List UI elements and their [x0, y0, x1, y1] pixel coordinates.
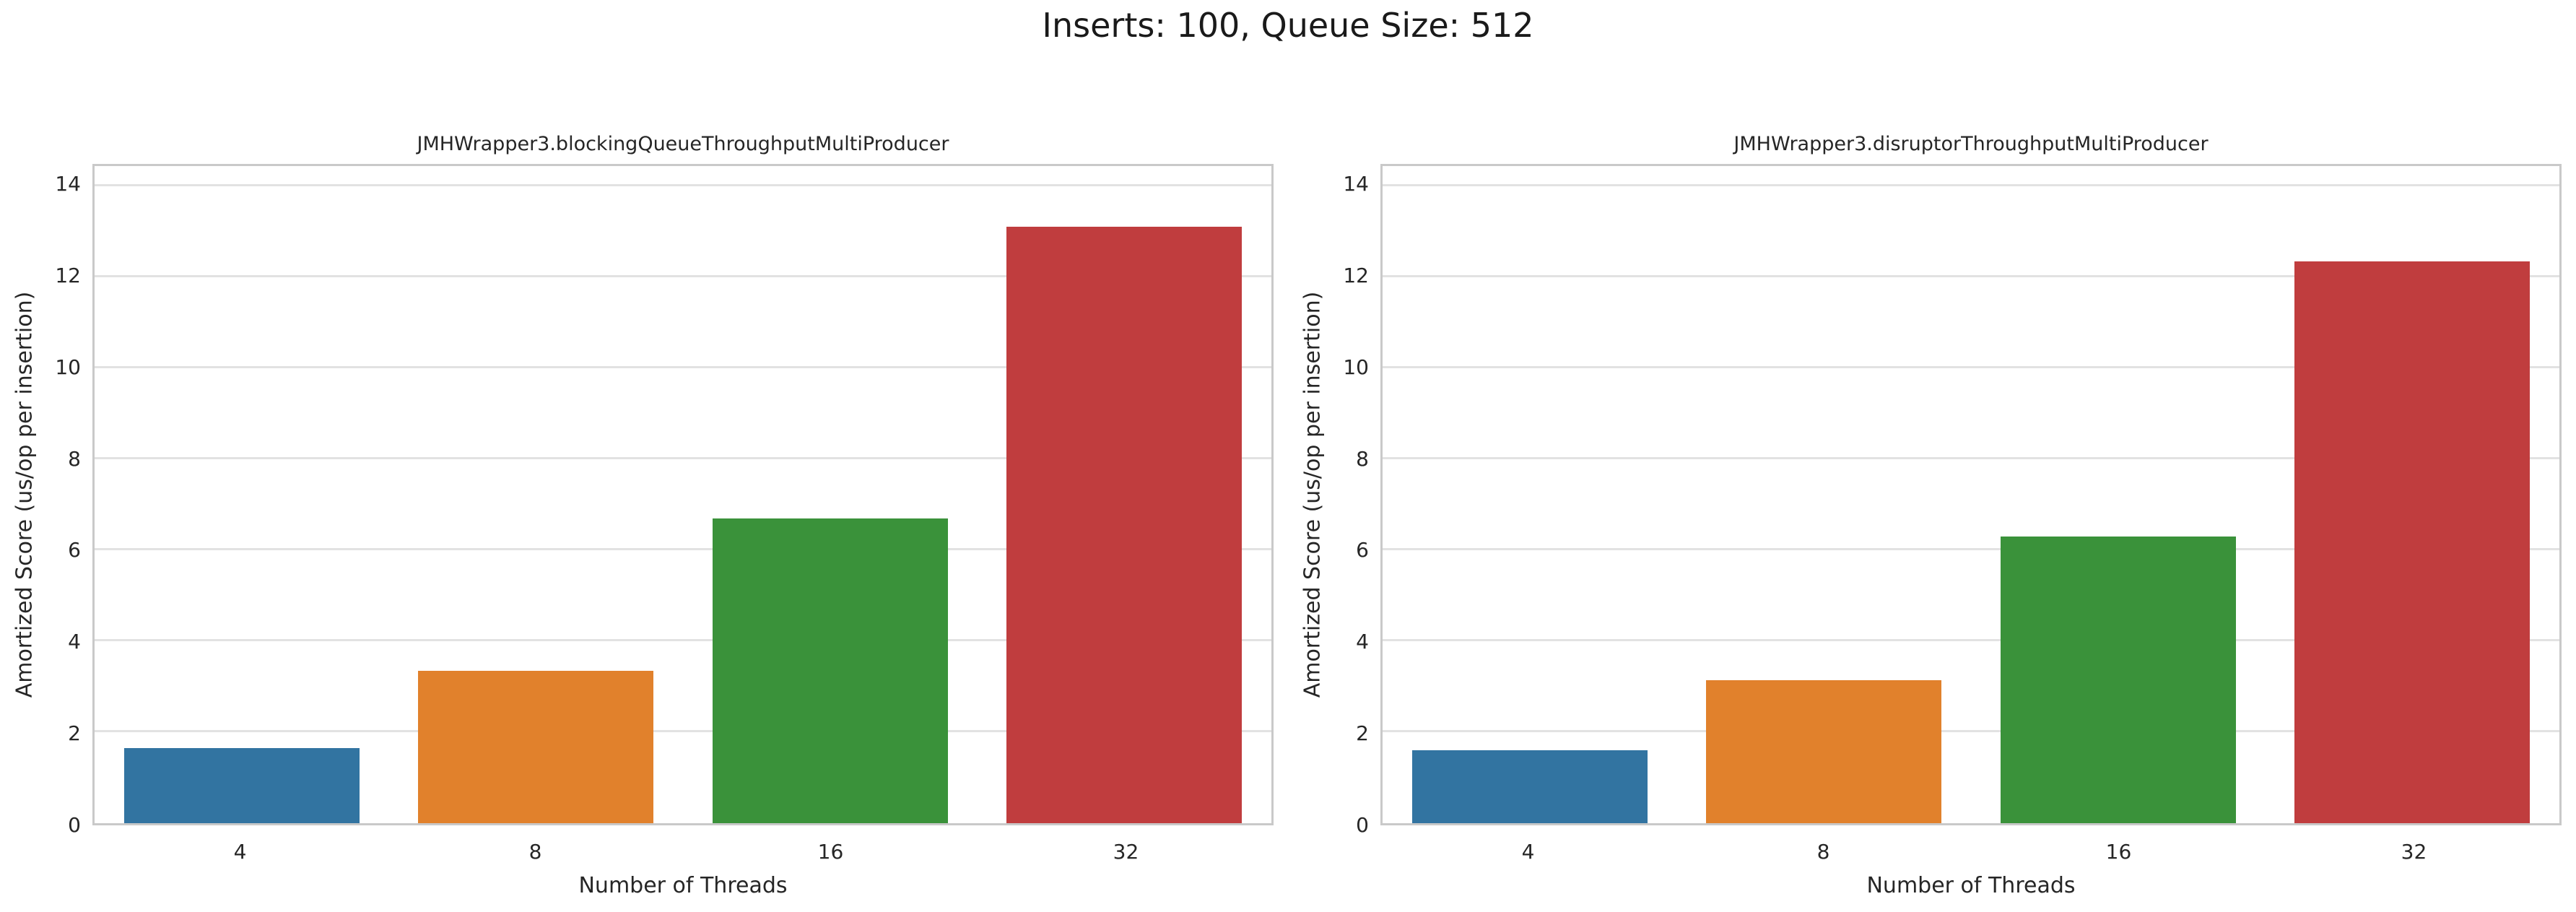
gridline-y-8 — [1383, 456, 2559, 459]
x-tick-16: 16 — [2105, 840, 2132, 864]
x-tick-4: 4 — [1521, 840, 1535, 864]
y-tick-8: 8 — [1356, 446, 1369, 471]
gridline-y-6 — [1383, 547, 2559, 550]
y-tick-2: 2 — [68, 721, 81, 746]
y-tick-0: 0 — [1356, 813, 1369, 837]
gridline-y-14 — [95, 183, 1271, 186]
y-tick-4: 4 — [1356, 630, 1369, 654]
y-tick-14: 14 — [55, 171, 81, 196]
gridline-y-10 — [95, 365, 1271, 368]
y-axis-ticks: 0 2 4 6 8 10 12 14 — [1288, 164, 1369, 835]
y-tick-2: 2 — [1356, 721, 1369, 746]
bar-16-threads — [2000, 536, 2236, 823]
subplot-disruptor: JMHWrapper3.disruptorThroughputMultiProd… — [1288, 0, 2576, 912]
x-tick-16: 16 — [817, 840, 844, 864]
x-tick-32: 32 — [2401, 840, 2427, 864]
x-tick-4: 4 — [233, 840, 247, 864]
x-axis-ticks: 4 8 16 32 — [92, 842, 1274, 872]
y-tick-0: 0 — [68, 813, 81, 837]
y-tick-6: 6 — [68, 538, 81, 563]
x-axis-ticks: 4 8 16 32 — [1380, 842, 2562, 872]
gridline-y-8 — [95, 456, 1271, 459]
x-tick-8: 8 — [528, 840, 542, 864]
bar-8-threads — [418, 670, 654, 823]
bar-16-threads — [712, 518, 948, 823]
y-tick-12: 12 — [55, 263, 81, 287]
y-tick-14: 14 — [1343, 171, 1369, 196]
y-tick-12: 12 — [1343, 263, 1369, 287]
bar-32-threads — [2294, 261, 2531, 823]
gridline-y-6 — [95, 547, 1271, 550]
y-tick-6: 6 — [1356, 538, 1369, 563]
gridline-y-2 — [95, 729, 1271, 732]
gridline-y-4 — [95, 638, 1271, 641]
x-tick-32: 32 — [1113, 840, 1139, 864]
x-axis-label: Number of Threads — [578, 873, 788, 898]
y-axis-ticks: 0 2 4 6 8 10 12 14 — [0, 164, 81, 835]
bar-8-threads — [1706, 679, 1942, 823]
gridline-y-10 — [1383, 365, 2559, 368]
x-axis-label: Number of Threads — [1866, 873, 2076, 898]
plot-area — [1380, 164, 2562, 825]
subplot-title: JMHWrapper3.blockingQueueThroughputMulti… — [417, 133, 949, 155]
figure-title: Inserts: 100, Queue Size: 512 — [1042, 6, 1534, 45]
gridline-y-12 — [1383, 274, 2559, 277]
y-tick-4: 4 — [68, 630, 81, 654]
gridline-y-2 — [1383, 729, 2559, 732]
gridline-y-14 — [1383, 183, 2559, 186]
x-tick-8: 8 — [1816, 840, 1830, 864]
bar-32-threads — [1006, 227, 1243, 823]
y-tick-8: 8 — [68, 446, 81, 471]
subplot-title: JMHWrapper3.disruptorThroughputMultiProd… — [1733, 133, 2209, 155]
gridline-y-4 — [1383, 638, 2559, 641]
plot-area — [92, 164, 1274, 825]
gridline-y-12 — [95, 274, 1271, 277]
bar-4-threads — [123, 748, 360, 823]
y-tick-10: 10 — [1343, 355, 1369, 379]
subplot-blocking-queue: JMHWrapper3.blockingQueueThroughputMulti… — [0, 133, 1274, 898]
bar-4-threads — [1411, 750, 1648, 823]
y-tick-10: 10 — [55, 355, 81, 379]
